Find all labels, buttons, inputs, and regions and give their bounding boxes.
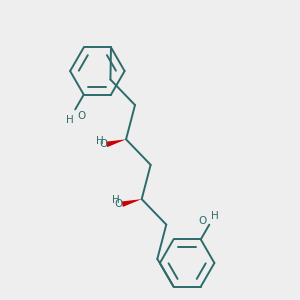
Text: O: O (78, 111, 86, 121)
Polygon shape (106, 139, 126, 147)
Text: O: O (99, 140, 107, 149)
Text: H: H (66, 115, 74, 125)
Text: O: O (199, 216, 207, 226)
Text: H: H (211, 211, 218, 221)
Text: H: H (112, 196, 120, 206)
Polygon shape (122, 199, 142, 207)
Text: H: H (96, 136, 104, 146)
Text: O: O (115, 199, 123, 209)
